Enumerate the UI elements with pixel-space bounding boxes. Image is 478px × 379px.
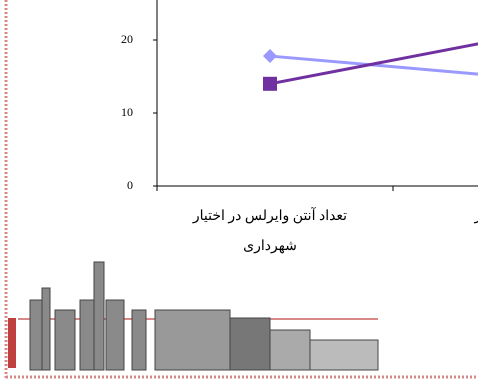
series-line bbox=[269, 42, 478, 86]
skyline bbox=[8, 261, 379, 371]
x-tick-label: ی در اختیار bbox=[474, 209, 478, 224]
y-tick-label: 0 bbox=[127, 178, 133, 192]
marker bbox=[263, 49, 277, 64]
y-tick-label: 20 bbox=[121, 32, 133, 46]
x-tick-label: تعداد آنتن وایرلس در اختیار شهرداری bbox=[192, 209, 348, 254]
y-tick-label: 10 bbox=[121, 105, 133, 119]
series-line bbox=[269, 54, 478, 76]
marker bbox=[263, 76, 277, 91]
